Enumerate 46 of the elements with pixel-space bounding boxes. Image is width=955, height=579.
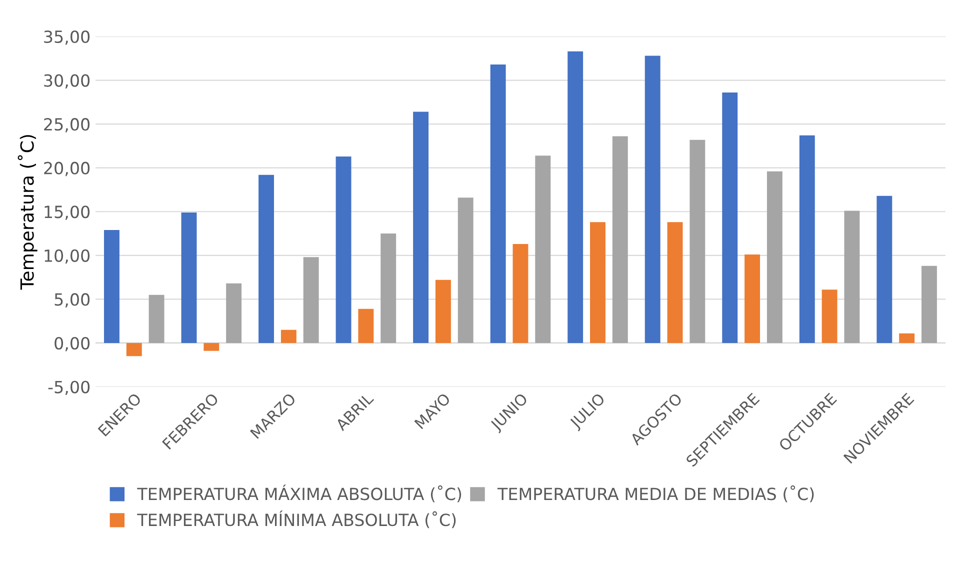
bar — [590, 222, 606, 343]
bar — [104, 230, 120, 343]
y-tick-label: 0,00 — [54, 336, 90, 352]
legend-label: TEMPERATURA MEDIA DE MEDIAS (˚C) — [497, 485, 814, 502]
bar — [722, 92, 738, 343]
bar — [822, 290, 838, 343]
bar — [458, 198, 474, 343]
bar — [490, 64, 506, 343]
bar — [336, 156, 352, 343]
bar — [667, 222, 683, 343]
y-tick-label: 25,00 — [44, 118, 90, 132]
bar — [226, 283, 242, 343]
y-tick-label: 35,00 — [44, 30, 90, 45]
bar — [413, 112, 429, 343]
y-tick-label: 15,00 — [44, 206, 90, 220]
bar — [181, 212, 197, 343]
bar — [899, 333, 915, 343]
y-tick-label: 5,00 — [54, 293, 90, 308]
bar — [535, 156, 551, 343]
legend-label: TEMPERATURA MÍNIMA ABSOLUTA (˚C) — [137, 510, 456, 528]
bar — [204, 342, 220, 351]
y-tick-label: 10,00 — [44, 249, 90, 264]
bar — [568, 51, 584, 343]
bar — [512, 244, 528, 343]
bar — [358, 308, 374, 343]
bar — [280, 330, 296, 343]
bar — [844, 210, 860, 343]
bar — [799, 135, 815, 343]
bar — [435, 280, 451, 343]
bar — [766, 171, 782, 343]
bar — [612, 136, 628, 343]
bar — [744, 254, 760, 343]
bar — [380, 234, 396, 343]
y-axis-title: Temperatura (˚C) — [18, 135, 38, 290]
bar — [148, 294, 164, 343]
legend-label: TEMPERATURA MÁXIMA ABSOLUTA (˚C) — [137, 484, 462, 502]
bar — [644, 56, 660, 343]
bar — [126, 342, 142, 356]
y-tick-label: 20,00 — [44, 162, 90, 176]
bar — [258, 174, 274, 343]
bar — [921, 266, 937, 343]
bar — [690, 140, 706, 343]
y-tick-label: 30,00 — [44, 74, 90, 89]
bar — [876, 196, 892, 343]
bar — [303, 257, 319, 343]
y-tick-label: -5,00 — [48, 380, 90, 396]
